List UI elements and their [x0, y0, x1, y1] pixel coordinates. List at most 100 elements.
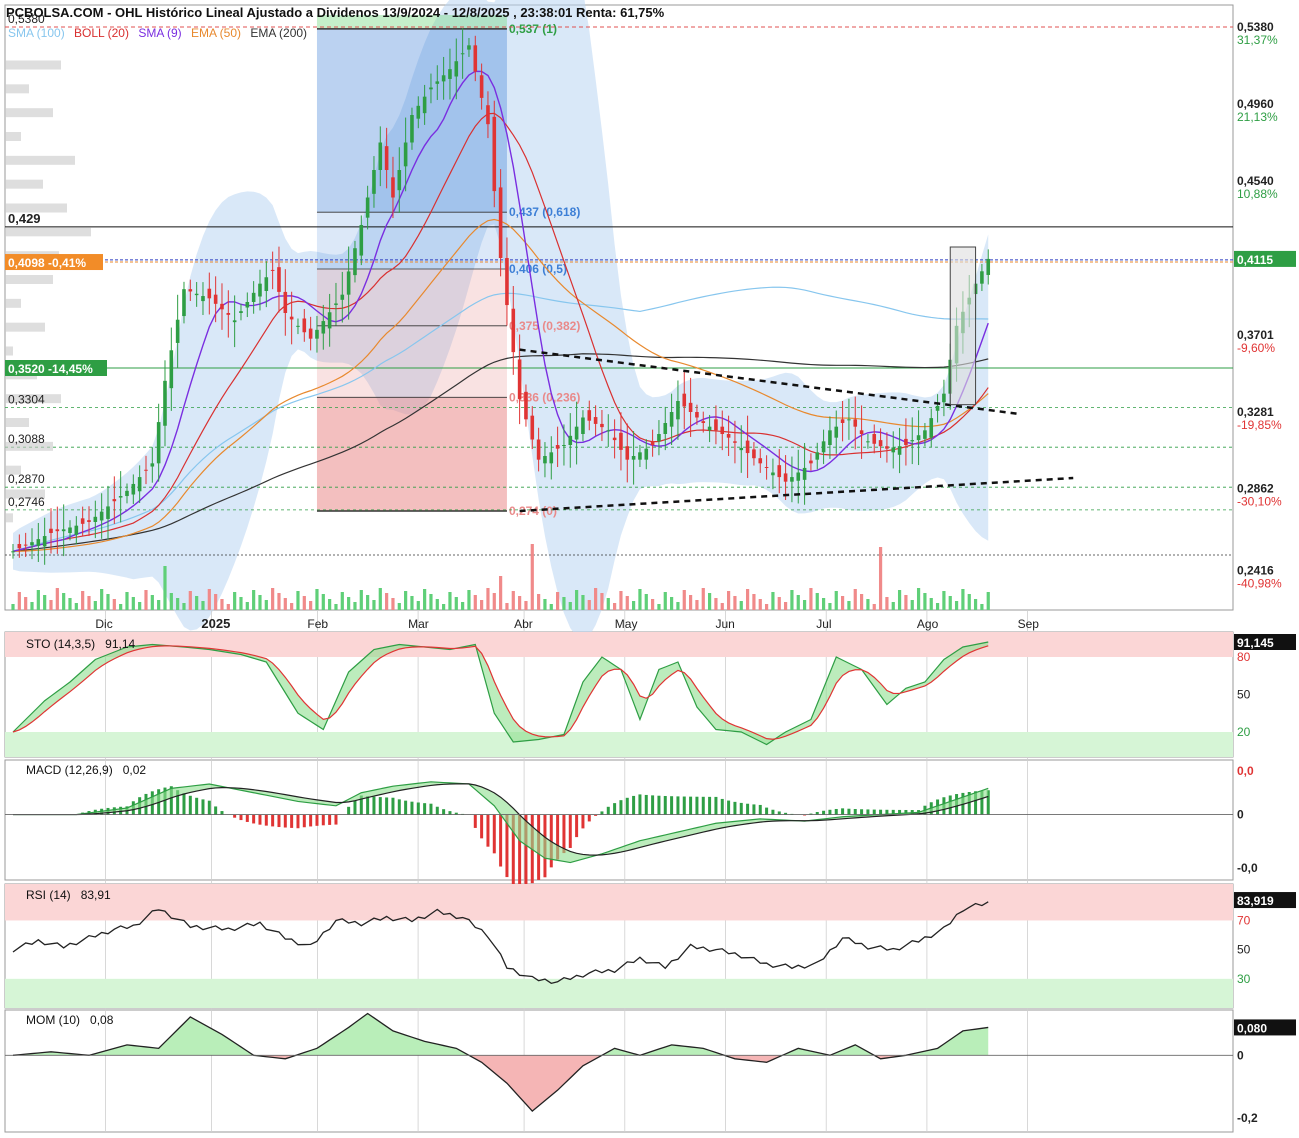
volume-bar — [714, 598, 718, 610]
candle-body — [150, 463, 155, 467]
volume-bar — [214, 594, 218, 610]
volume-bar — [764, 604, 769, 610]
volume-bar — [334, 604, 338, 610]
legend-ema50[interactable]: EMA (50) — [191, 26, 242, 40]
volume-bar — [657, 604, 661, 610]
macd-histogram-bar — [473, 814, 477, 828]
candle-body — [834, 426, 839, 438]
macd-histogram-bar — [404, 800, 408, 815]
candle-body — [340, 294, 345, 300]
candle-body — [55, 529, 60, 532]
left-level-label: 0,429 — [8, 211, 41, 226]
x-tick-label: 2025 — [201, 616, 230, 631]
macd-histogram-bar — [188, 795, 192, 815]
volume-bar — [505, 603, 509, 610]
sto-last-badge — [1234, 634, 1296, 650]
volume-bar — [17, 592, 21, 610]
volume-bar — [119, 604, 123, 610]
candle-body — [574, 426, 579, 440]
candle-body — [606, 430, 611, 432]
candle-body — [289, 316, 294, 320]
legend-sma9[interactable]: SMA (9) — [138, 26, 182, 40]
volume-profile-bar — [5, 465, 21, 475]
macd-histogram-bar — [676, 796, 680, 815]
macd-histogram-bar — [233, 814, 237, 818]
volume-bar — [847, 601, 851, 610]
x-tick-label: Feb — [307, 617, 328, 631]
volume-bar — [518, 596, 522, 610]
volume-bar — [264, 600, 268, 610]
macd-axis-label: 0 — [1237, 808, 1244, 822]
candle-body — [17, 544, 22, 549]
candle-body — [543, 456, 547, 464]
x-tick-label: Mar — [408, 617, 429, 631]
candle-body — [657, 434, 661, 442]
candle-body — [904, 438, 908, 445]
sto-level-label: 80 — [1237, 650, 1251, 664]
candle-body — [714, 419, 718, 431]
volume-bar — [366, 595, 370, 610]
volume-profile-bar — [5, 84, 29, 94]
volume-bar — [30, 602, 34, 610]
macd-histogram-bar — [651, 795, 655, 815]
candle-body — [923, 430, 927, 439]
y-tick-label: 0,4540 — [1237, 174, 1274, 188]
volume-profile-bar — [5, 513, 13, 523]
candle-body — [68, 527, 72, 533]
volume-bar — [625, 596, 629, 610]
macd-histogram-bar — [480, 814, 484, 839]
volume-bar — [923, 593, 927, 610]
y-tick-pct: 21,13% — [1237, 110, 1278, 124]
macd-histogram-bar — [562, 814, 566, 854]
candle-body — [505, 258, 509, 306]
volume-bar — [878, 547, 883, 610]
macd-histogram-bar — [701, 796, 705, 815]
candle-body — [80, 518, 85, 524]
legend-sma100[interactable]: SMA (100) — [8, 26, 65, 40]
volume-bar — [600, 593, 604, 610]
volume-bar — [359, 590, 363, 610]
rsi-level-label: 50 — [1237, 943, 1251, 957]
candle-body — [739, 447, 744, 451]
volume-bar — [948, 596, 952, 610]
y-tick-label: 0,3701 — [1237, 328, 1274, 342]
candle-body — [524, 391, 528, 420]
volume-bar — [182, 603, 186, 610]
y-tick-label: 0,4960 — [1237, 97, 1274, 111]
volume-bar — [961, 589, 965, 610]
macd-histogram-bar — [207, 800, 211, 815]
y-tick-pct: 31,37% — [1237, 33, 1278, 47]
volume-bar — [587, 600, 591, 610]
candle-body — [650, 441, 655, 445]
volume-bar — [347, 597, 351, 610]
candle-body — [448, 69, 452, 79]
x-tick-label: May — [615, 617, 638, 631]
candle-body — [669, 412, 674, 427]
candle-body — [378, 142, 383, 170]
volume-bar — [125, 592, 129, 610]
macd-histogram-bar — [853, 809, 857, 815]
macd-histogram-bar — [290, 814, 294, 828]
volume-bar — [929, 598, 933, 610]
volume-bar — [543, 599, 547, 610]
volume-bar — [632, 601, 636, 610]
volume-bar — [771, 592, 775, 610]
macd-histogram-bar — [334, 814, 338, 825]
x-tick-label: Jun — [716, 617, 735, 631]
volume-bar — [226, 604, 230, 610]
macd-histogram-bar — [879, 809, 883, 815]
legend-ema200[interactable]: EMA (200) — [250, 26, 308, 40]
candle-body — [511, 308, 516, 353]
macd-histogram-bar — [201, 799, 205, 815]
legend-boll20[interactable]: BOLL (20) — [74, 26, 129, 40]
volume-bar — [93, 601, 97, 610]
candle-body — [910, 440, 915, 442]
volume-bar — [11, 604, 15, 610]
left-level-badge — [5, 360, 107, 376]
macd-histogram-bar — [600, 811, 604, 815]
volume-bar — [834, 591, 838, 610]
macd-histogram-bar — [429, 803, 433, 815]
volume-bar — [201, 601, 205, 610]
mom-last-badge — [1234, 1019, 1296, 1036]
volume-profile-bar — [5, 179, 43, 189]
